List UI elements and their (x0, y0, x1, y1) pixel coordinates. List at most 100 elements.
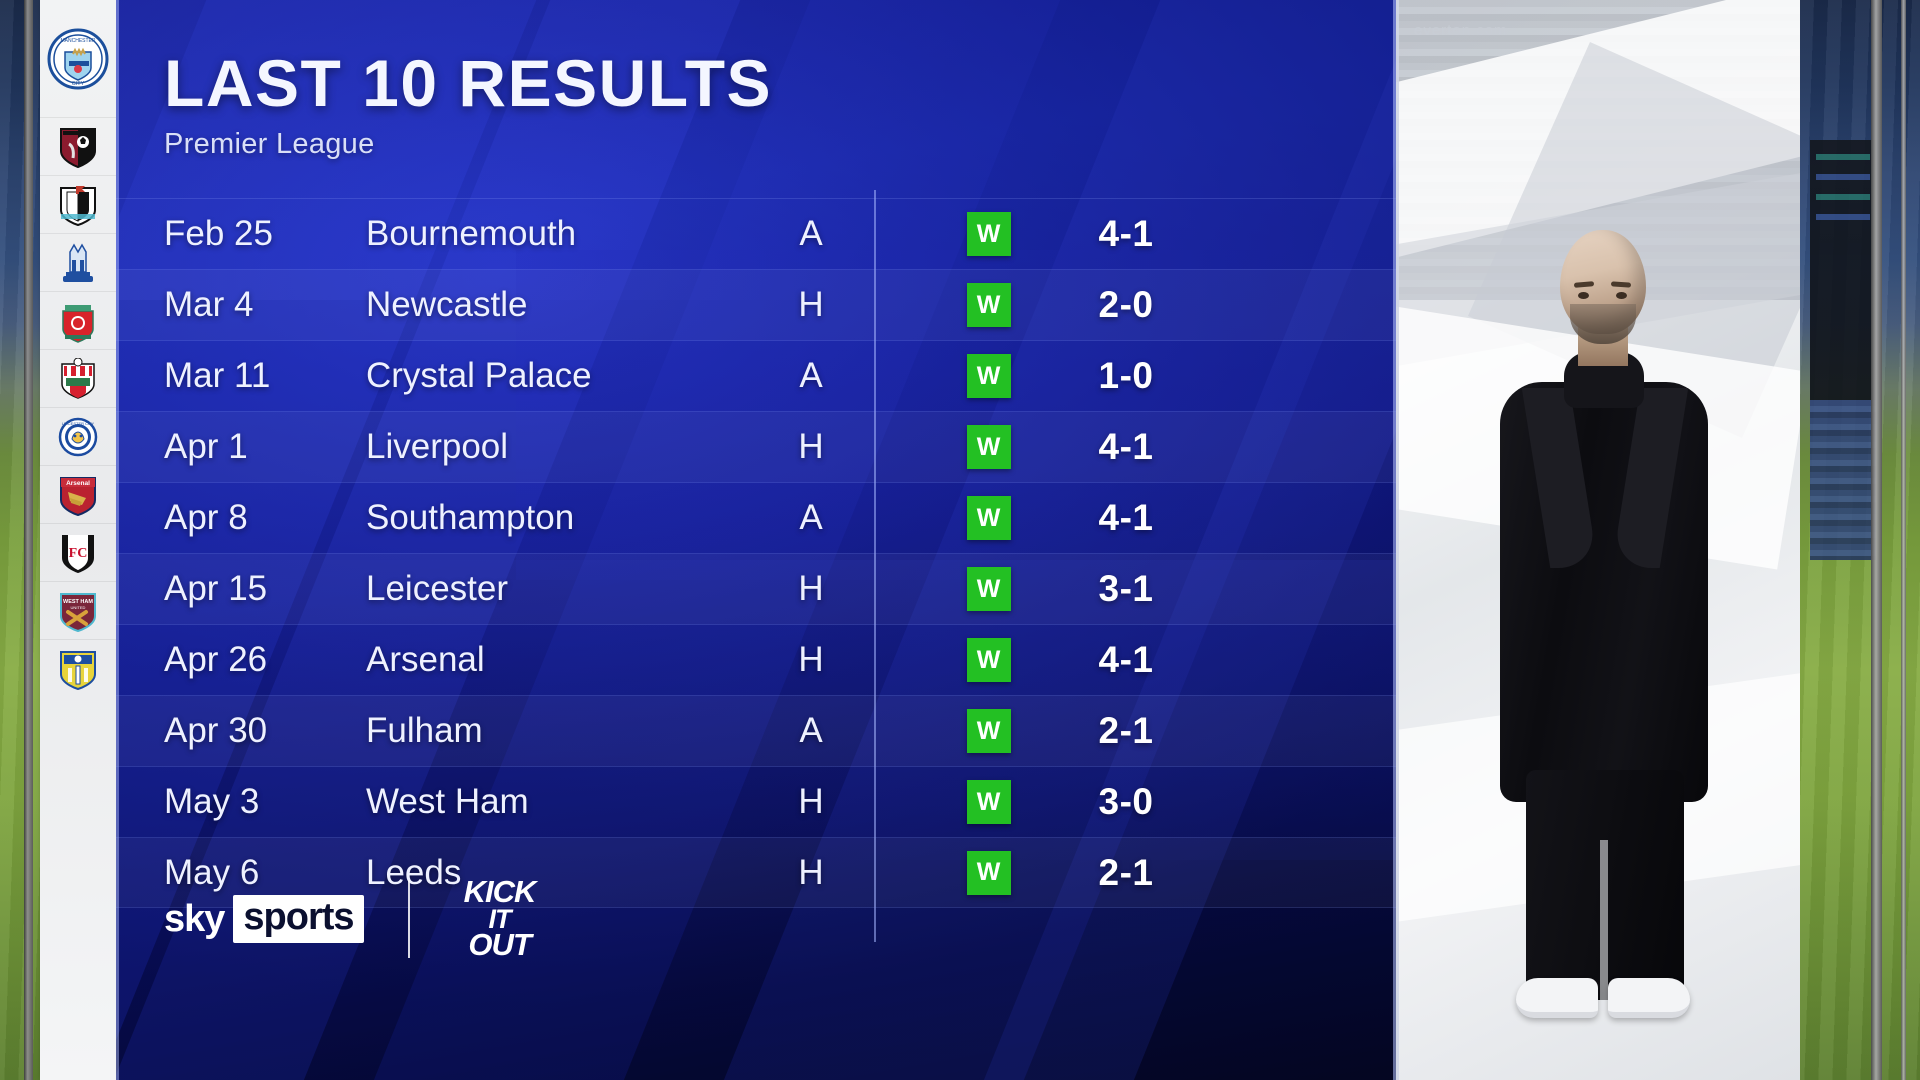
cell-date: May 6 (164, 852, 260, 892)
table-row[interactable]: May 3 West Ham H W 3-0 (116, 766, 1396, 837)
cell-opponent: Bournemouth (366, 214, 577, 253)
table-row[interactable]: Apr 30 Fulham A W 2-1 (116, 695, 1396, 766)
fulham-crest: FC (62, 534, 94, 573)
crest-item-leeds[interactable] (40, 640, 116, 698)
table-row[interactable]: Apr 1 Liverpool H W 4-1 (116, 411, 1396, 482)
column-divider (874, 190, 876, 942)
stadium-pole-right (1871, 0, 1882, 1080)
result-badge: W (966, 850, 1011, 895)
team-crest-rail: MANCHESTER CITY (40, 0, 116, 1080)
cell-date: Apr 8 (164, 498, 248, 537)
crest-item-west-ham[interactable]: WEST HAM UNITED (40, 582, 116, 640)
table-row[interactable]: Apr 26 Arsenal H W 4-1 (116, 624, 1396, 695)
pep-leg-gap (1600, 840, 1608, 1000)
result-badge: W (966, 709, 1011, 753)
svg-text:LEICESTER CITY: LEICESTER CITY (62, 421, 95, 426)
table-row[interactable]: Mar 11 Crystal Palace A W 1-0 (116, 340, 1396, 411)
kick-it-out-line1: KICK (463, 874, 537, 910)
pep-eye-left (1578, 292, 1589, 299)
cell-score: 1-0 (1098, 355, 1154, 396)
page-subtitle: Premier League (164, 128, 375, 160)
footer-logos: sky sports KICK IT OUT (164, 873, 546, 965)
crest-item-bournemouth[interactable] (40, 118, 116, 176)
scoreboard-line (1816, 194, 1870, 200)
svg-text:MANCHESTER: MANCHESTER (60, 38, 95, 44)
cell-opponent: Liverpool (366, 427, 509, 466)
crest-item-southampton[interactable] (40, 350, 116, 408)
crest-item-leicester[interactable]: LEICESTER CITY (40, 408, 116, 466)
cell-opponent: Fulham (366, 711, 483, 750)
southampton-crest (61, 357, 95, 399)
crystal-palace-crest (63, 242, 93, 282)
result-badge: W (966, 212, 1011, 256)
scoreboard-line (1816, 154, 1870, 160)
cell-date: Apr 30 (164, 711, 268, 750)
kick-it-out-line2: IT (488, 903, 512, 934)
west-ham-crest: WEST HAM UNITED (60, 592, 96, 632)
crest-item-crystal-palace[interactable] (40, 234, 116, 292)
pep-guardiola-figure (1478, 230, 1728, 1020)
cell-result: W (941, 212, 1036, 256)
sports-wordmark: sports (233, 895, 364, 943)
result-badge: W (966, 496, 1011, 540)
cell-score: 4-1 (1098, 213, 1154, 254)
cell-result: W (941, 496, 1036, 540)
cell-score: 4-1 (1098, 426, 1154, 467)
result-badge: W (966, 780, 1011, 824)
cell-opponent: Leicester (366, 569, 509, 608)
kick-it-out-logo: KICK IT OUT (454, 873, 546, 965)
cell-venue: H (798, 285, 824, 324)
results-panel: LAST 10 RESULTS Premier League Feb 25 Bou… (116, 0, 1396, 1080)
result-badge: W (966, 638, 1011, 682)
table-row[interactable]: Apr 8 Southampton A W 4-1 (116, 482, 1396, 553)
cell-opponent: Southampton (366, 498, 575, 537)
cell-venue: H (798, 427, 824, 466)
cell-result: W (941, 354, 1036, 398)
cell-score: 4-1 (1098, 497, 1154, 538)
kick-it-out-line3: OUT (468, 927, 531, 963)
crest-item-manchester-city[interactable]: MANCHESTER CITY (40, 0, 116, 118)
cell-result: W (941, 283, 1036, 327)
cell-venue: A (799, 498, 823, 537)
arsenal-crest: Arsenal (60, 476, 96, 516)
cell-date: May 3 (164, 782, 260, 821)
svg-text:UNITED: UNITED (71, 605, 86, 610)
svg-text:FC: FC (69, 546, 88, 561)
stadium-pole-left (24, 0, 33, 1080)
crest-item-newcastle[interactable] (40, 176, 116, 234)
table-row[interactable]: Apr 15 Leicester H W 3-1 (116, 553, 1396, 624)
cell-date: Apr 15 (164, 569, 268, 608)
sky-sports-logo: sky sports (164, 895, 364, 943)
cell-venue: H (798, 640, 824, 679)
cell-result: W (941, 850, 1036, 895)
liverpool-crest (62, 304, 94, 343)
stadium-pole-right-thin (1901, 0, 1906, 1080)
sky-wordmark: sky (164, 897, 225, 940)
cell-venue: A (799, 356, 823, 395)
cell-score: 4-1 (1098, 639, 1154, 680)
crest-item-arsenal[interactable]: Arsenal (40, 466, 116, 524)
cell-opponent: West Ham (366, 782, 529, 821)
cell-result: W (941, 709, 1036, 753)
cell-opponent: Arsenal (366, 640, 485, 679)
cell-result: W (941, 425, 1036, 469)
cell-score: 2-1 (1098, 710, 1154, 751)
cell-opponent: Leeds (366, 852, 462, 892)
cell-score: 3-0 (1098, 781, 1154, 822)
pep-shoe-right (1608, 978, 1690, 1018)
cell-date: Mar 11 (164, 356, 271, 395)
bournemouth-crest (60, 127, 96, 168)
crest-item-liverpool[interactable] (40, 292, 116, 350)
leicester-crest: LEICESTER CITY (58, 417, 98, 456)
crest-item-fulham[interactable]: FC (40, 524, 116, 582)
scoreboard-line (1816, 174, 1870, 180)
cell-result: W (941, 780, 1036, 824)
cell-date: Mar 4 (164, 285, 254, 324)
result-badge: W (966, 283, 1011, 327)
cell-opponent: Newcastle (366, 285, 528, 324)
cell-date: Apr 26 (164, 640, 268, 679)
pep-beard (1570, 304, 1636, 344)
table-row[interactable]: Feb 25 Bournemouth A W 4-1 (116, 198, 1396, 269)
table-row[interactable]: Mar 4 Newcastle H W 2-0 (116, 269, 1396, 340)
result-badge: W (966, 354, 1011, 398)
